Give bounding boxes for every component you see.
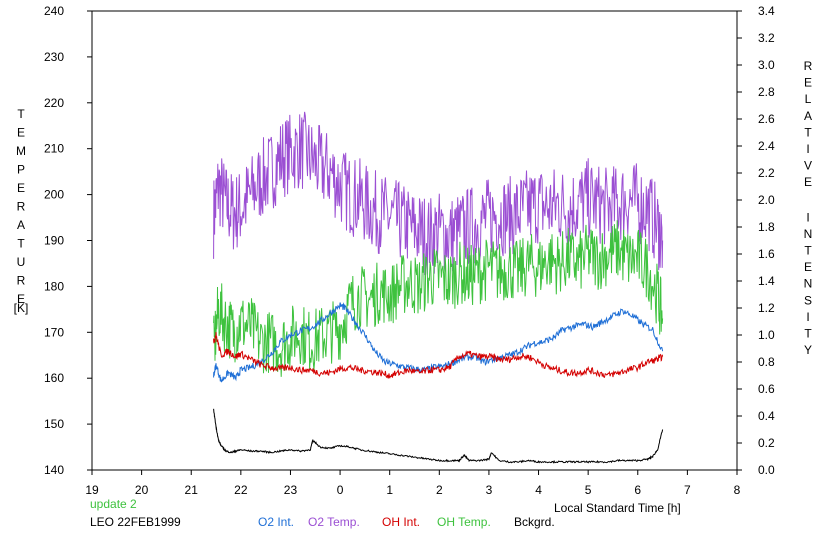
left-tick-label: 170 bbox=[44, 325, 64, 339]
x-tick-label: 5 bbox=[585, 483, 592, 497]
right-tick-label: 3.2 bbox=[758, 31, 775, 45]
x-tick-label: 2 bbox=[436, 483, 443, 497]
right-tick-label: 0.6 bbox=[758, 382, 775, 396]
right-tick-label: 2.8 bbox=[758, 85, 775, 99]
right-axis-label-letter: Y bbox=[804, 343, 812, 357]
left-axis-label-letter: R bbox=[17, 274, 26, 288]
left-axis-label-letter: T bbox=[17, 237, 25, 251]
x-tick-label: 21 bbox=[185, 483, 199, 497]
right-tick-label: 0.8 bbox=[758, 355, 775, 369]
right-tick-label: 2.4 bbox=[758, 139, 775, 153]
left-tick-label: 160 bbox=[44, 371, 64, 385]
right-axis-label-letter: T bbox=[804, 244, 812, 258]
right-tick-label: 0.2 bbox=[758, 436, 775, 450]
right-axis-label-letter: E bbox=[804, 175, 812, 189]
legend-entry: Bckgrd. bbox=[514, 515, 555, 529]
right-tick-label: 1.2 bbox=[758, 301, 775, 315]
legend-entry: OH Int. bbox=[382, 515, 420, 529]
x-tick-label: 20 bbox=[135, 483, 149, 497]
left-axis-label-letter: P bbox=[17, 163, 25, 177]
x-axis-ticks: 19 20 21 22 23 0 1 2 3 4 5 6 7 8 bbox=[85, 470, 741, 497]
left-tick-label: 140 bbox=[44, 463, 64, 477]
left-tick-label: 200 bbox=[44, 188, 64, 202]
left-axis-label-letter: R bbox=[17, 200, 26, 214]
right-tick-label: 1.6 bbox=[758, 247, 775, 261]
x-tick-label: 23 bbox=[284, 483, 298, 497]
right-tick-label: 0.0 bbox=[758, 463, 775, 477]
right-axis-label-letter: R bbox=[804, 59, 813, 73]
x-tick-label: 8 bbox=[734, 483, 741, 497]
x-tick-label: 0 bbox=[337, 483, 344, 497]
left-tick-label: 150 bbox=[44, 417, 64, 431]
right-axis-label-letter: A bbox=[804, 109, 812, 123]
x-tick-label: 1 bbox=[386, 483, 393, 497]
left-axis-label-letter: E bbox=[17, 181, 25, 195]
left-tick-label: 180 bbox=[44, 279, 64, 293]
right-tick-label: 3.0 bbox=[758, 58, 775, 72]
left-tick-label: 230 bbox=[44, 50, 64, 64]
right-axis-label-letter: E bbox=[804, 76, 812, 90]
right-tick-label: 2.0 bbox=[758, 193, 775, 207]
x-tick-label: 22 bbox=[234, 483, 248, 497]
right-tick-label: 3.4 bbox=[758, 4, 775, 18]
left-axis-label-letter: M bbox=[16, 144, 26, 158]
station-label: LEO 22FEB1999 bbox=[90, 515, 181, 529]
series-line bbox=[213, 408, 664, 464]
legend-entry: O2 Int. bbox=[258, 515, 294, 529]
left-axis-ticks: 140 150 160 170 180 190 200 210 220 230 240 bbox=[44, 4, 92, 477]
right-axis-label-letter: T bbox=[804, 327, 812, 341]
left-axis-label-letter: T bbox=[17, 107, 25, 121]
left-axis-label-letter: E bbox=[17, 126, 25, 140]
right-axis-label-letter: L bbox=[805, 92, 812, 106]
left-tick-label: 210 bbox=[44, 142, 64, 156]
legend-entry: OH Temp. bbox=[437, 515, 491, 529]
series-layer bbox=[213, 111, 664, 464]
x-tick-label: 4 bbox=[535, 483, 542, 497]
update-note: update 2 bbox=[90, 497, 137, 511]
x-tick-label: 6 bbox=[634, 483, 641, 497]
left-axis-label-letter: U bbox=[17, 255, 26, 269]
left-tick-label: 220 bbox=[44, 96, 64, 110]
right-tick-label: 1.8 bbox=[758, 220, 775, 234]
right-axis-label-letter: I bbox=[806, 310, 809, 324]
series-line bbox=[213, 332, 664, 379]
left-axis-label-letter: E bbox=[17, 292, 25, 306]
left-axis-unit: [K] bbox=[14, 301, 29, 315]
right-tick-label: 1.4 bbox=[758, 274, 775, 288]
series-line bbox=[213, 111, 664, 276]
right-axis-label-letter: E bbox=[804, 260, 812, 274]
right-axis-label-letter: I bbox=[806, 142, 809, 156]
right-axis-label-letter: T bbox=[804, 125, 812, 139]
right-axis-ticks: 0.0 0.2 0.4 0.6 0.8 1.0 1.2 1.4 1.6 1.8 2.0 2.2 2.4 2… bbox=[737, 4, 775, 477]
right-axis-label-letter: I bbox=[806, 210, 809, 224]
right-tick-label: 1.0 bbox=[758, 328, 775, 342]
x-tick-label: 19 bbox=[85, 483, 99, 497]
legend-entry: O2 Temp. bbox=[308, 515, 360, 529]
x-axis-label: Local Standard Time [h] bbox=[554, 501, 681, 515]
x-tick-label: 7 bbox=[684, 483, 691, 497]
right-tick-label: 2.6 bbox=[758, 112, 775, 126]
right-axis-label-letter: N bbox=[804, 277, 813, 291]
series-line bbox=[213, 220, 664, 377]
right-tick-label: 2.2 bbox=[758, 166, 775, 180]
right-axis-label-letter: S bbox=[804, 293, 812, 307]
left-axis-label-letter: A bbox=[17, 218, 25, 232]
right-tick-label: 0.4 bbox=[758, 409, 775, 423]
left-tick-label: 190 bbox=[44, 234, 64, 248]
left-tick-label: 240 bbox=[44, 4, 64, 18]
x-tick-label: 3 bbox=[486, 483, 493, 497]
right-axis-label-letter: V bbox=[804, 159, 812, 173]
legend: O2 Int. O2 Temp. OH Int. OH Temp. Bckgrd. bbox=[258, 515, 555, 529]
series-line bbox=[213, 302, 664, 383]
right-axis-label-letter: N bbox=[804, 227, 813, 241]
